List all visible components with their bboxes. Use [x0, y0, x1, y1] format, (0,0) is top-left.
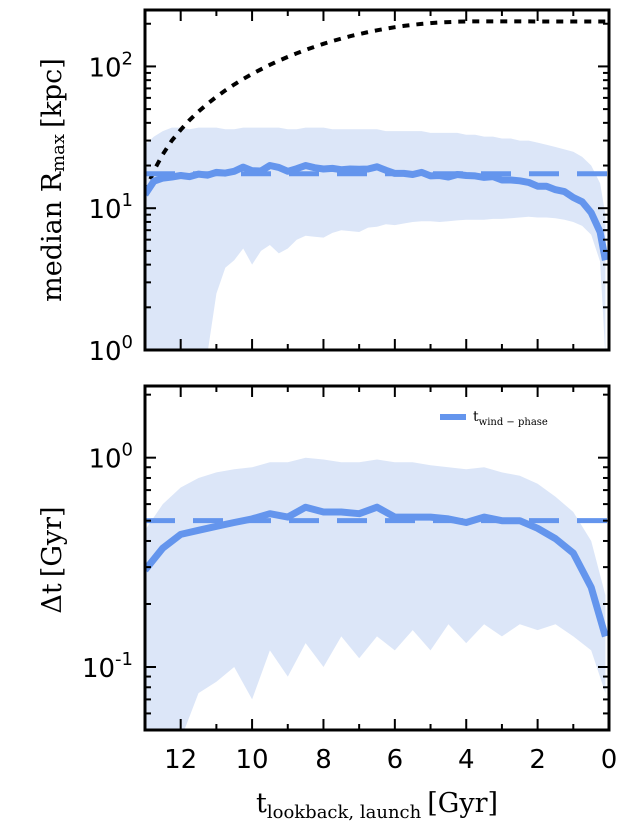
bottom-y-axis-label: Δt [Gyr]: [37, 506, 68, 613]
bottom-y-tick-label: 10-1: [82, 649, 133, 684]
svg-text:twind − phase: twind − phase: [473, 409, 548, 428]
top-median-line: [145, 162, 609, 261]
x-tick-label: 10: [236, 745, 269, 775]
x-label-main: t: [256, 788, 267, 819]
top-y-label-unit: [kpc]: [37, 58, 68, 128]
x-tick-label: 8: [315, 745, 332, 775]
legend-label-sub: wind − phase: [479, 417, 548, 428]
legend-label-main: t: [473, 409, 479, 425]
bottom-median-line: [145, 503, 609, 638]
top-reference-curve: [145, 19, 606, 193]
x-tick-label: 12: [164, 745, 197, 775]
x-label-unit: [Gyr]: [427, 788, 498, 819]
bottom-y-tick-exp: -1: [115, 649, 133, 670]
top-y-tick-label: 101: [88, 190, 133, 225]
bottom-spread-band: [145, 457, 606, 730]
bottom-y-tick-label: 100: [88, 440, 133, 475]
svg-text:median Rmax[kpc]: median Rmax [kpc]: [37, 58, 70, 302]
top-y-tick-label: 102: [88, 48, 133, 83]
top-y-axis-label: median Rmax [kpc]: [37, 58, 70, 302]
top-y-tick-base: 10: [88, 337, 121, 367]
bottom-y-tick-exp: 0: [122, 440, 133, 461]
x-tick-label: 4: [458, 745, 475, 775]
bottom-y-label-main: Δt: [37, 583, 68, 613]
bottom-y-tick-base: 10: [82, 654, 115, 684]
top-y-tick-exp: 2: [122, 48, 133, 69]
top-y-label-sub: max: [48, 134, 69, 172]
bottom-y-label-unit: [Gyr]: [37, 506, 68, 577]
top-y-tick-exp: 1: [122, 190, 133, 211]
x-label-sub: lookback, launch: [267, 802, 422, 823]
top-y-tick-exp: 0: [122, 332, 133, 353]
svg-text:Δt[Gyr]: Δt [Gyr]: [37, 506, 68, 613]
top-spread-band: [145, 127, 606, 350]
bottom-x-ticks: 12 10 8 6 4 2 0: [144, 386, 618, 775]
top-y-label-main: median R: [37, 171, 68, 302]
top-frame: [143, 8, 611, 352]
x-tick-label: 0: [601, 745, 618, 775]
top-y-tick-label: 100: [88, 332, 133, 367]
top-y-tick-base: 10: [88, 195, 121, 225]
x-axis-label: tlookback, launch [Gyr]: [256, 788, 498, 823]
top-y-tick-base: 10: [88, 53, 121, 83]
bottom-frame: [143, 384, 611, 732]
legend: twind − phase: [440, 409, 548, 428]
bottom-y-tick-base: 10: [88, 445, 121, 475]
x-tick-label: 6: [387, 745, 404, 775]
x-tick-label: 2: [529, 745, 546, 775]
